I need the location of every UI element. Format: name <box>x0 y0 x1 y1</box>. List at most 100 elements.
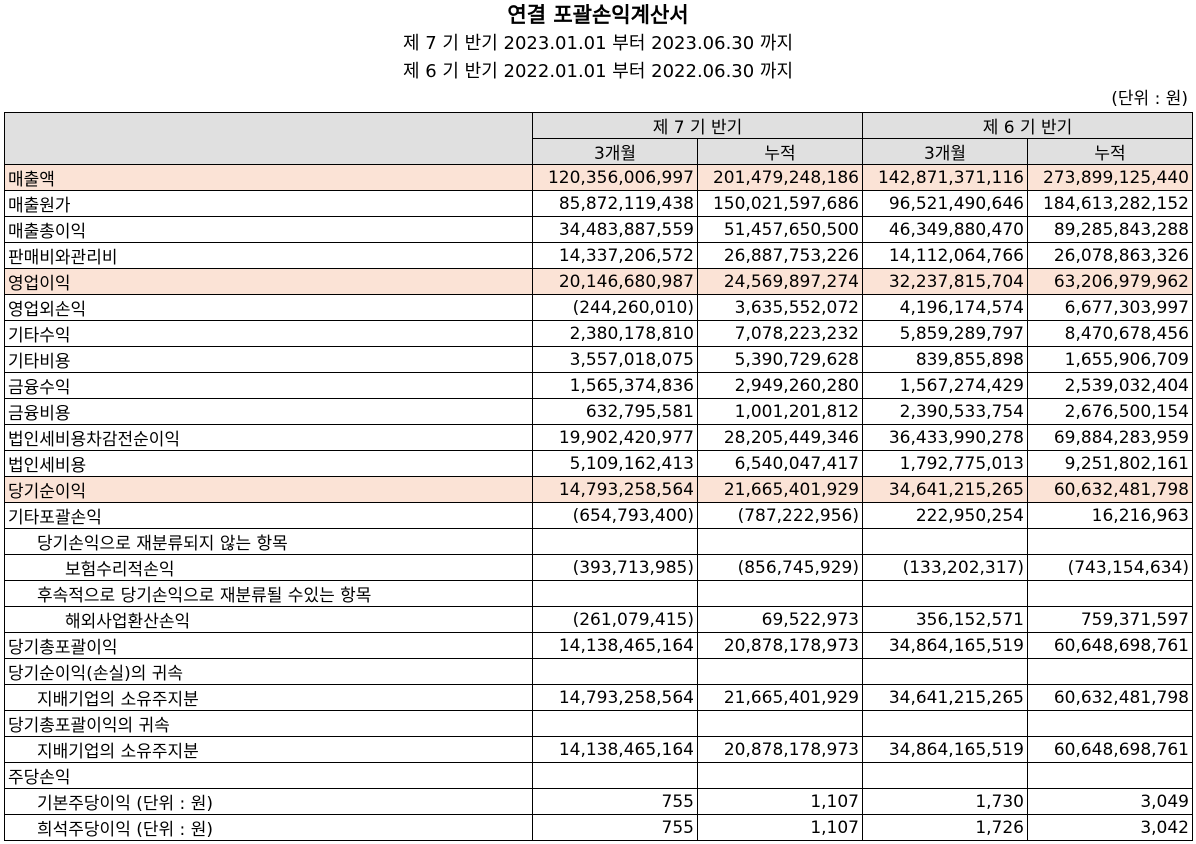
table-row: 판매비와관리비 14,337,206,572 26,887,753,226 14,11… <box>4 242 1193 269</box>
row-value <box>1027 710 1193 737</box>
table-row: 희석주당이익 (단위 : 원) 755 1,107 1,726 3,042 <box>4 814 1193 841</box>
row-value: 34,641,215,265 <box>862 684 1028 711</box>
row-value: 142,871,371,116 <box>862 164 1028 191</box>
row-value: 1,792,775,013 <box>862 450 1028 477</box>
table-row: 후속적으로 당기손익으로 재분류될 수있는 항목 <box>4 580 1193 607</box>
row-label: 매출액 <box>4 164 533 191</box>
row-value: 34,864,165,519 <box>862 736 1028 763</box>
row-value: (244,260,010) <box>532 294 698 321</box>
row-value: (743,154,634) <box>1027 554 1193 581</box>
row-label: 당기손익으로 재분류되지 않는 항목 <box>4 528 533 555</box>
table-row: 금융수익 1,565,374,836 2,949,260,280 1,567,274,… <box>4 372 1193 399</box>
row-value: (261,079,415) <box>532 606 698 633</box>
row-value: 96,521,490,646 <box>862 190 1028 217</box>
row-value: 7,078,223,232 <box>697 320 863 347</box>
row-label: 법인세비용차감전순이익 <box>4 424 533 451</box>
row-value: 755 <box>532 788 698 815</box>
row-label: 희석주당이익 (단위 : 원) <box>4 814 533 841</box>
row-value: 9,251,802,161 <box>1027 450 1193 477</box>
row-value <box>1027 762 1193 789</box>
period-current: 제 7 기 반기 2023.01.01 부터 2023.06.30 까지 <box>402 33 794 54</box>
row-value: 60,648,698,761 <box>1027 632 1193 659</box>
row-value: 5,390,729,628 <box>697 346 863 373</box>
table-row: 당기총포괄이익 14,138,465,164 20,878,178,973 34,86… <box>4 632 1193 659</box>
row-value: 28,205,449,346 <box>697 424 863 451</box>
row-label: 기타비용 <box>4 346 533 373</box>
row-label: 금융비용 <box>4 398 533 425</box>
row-label: 법인세비용 <box>4 450 533 477</box>
row-value: 184,613,282,152 <box>1027 190 1193 217</box>
row-label: 기타포괄손익 <box>4 502 533 529</box>
row-label: 기타수익 <box>4 320 533 347</box>
table-row: 당기손익으로 재분류되지 않는 항목 <box>4 528 1193 555</box>
header-prior-3m: 3개월 <box>862 138 1028 165</box>
row-value <box>1027 580 1193 607</box>
row-label: 후속적으로 당기손익으로 재분류될 수있는 항목 <box>4 580 533 607</box>
row-value: 24,569,897,274 <box>697 268 863 295</box>
row-value <box>862 528 1028 555</box>
table-row: 영업이익 20,146,680,987 24,569,897,274 32,237,8… <box>4 268 1193 295</box>
row-value: 89,285,843,288 <box>1027 216 1193 243</box>
header-row-periods: 제 7 기 반기 제 6 기 반기 <box>4 112 1193 165</box>
table-row: 법인세비용 5,109,162,413 6,540,047,417 1,792,775… <box>4 450 1193 477</box>
row-value <box>697 762 863 789</box>
row-value <box>862 658 1028 685</box>
table-row: 매출원가 85,872,119,438 150,021,597,686 96,521,… <box>4 190 1193 217</box>
row-value <box>697 710 863 737</box>
statement-header: 연결 포괄손익계산서 제 7 기 반기 2023.01.01 부터 2023.0… <box>0 0 1196 86</box>
row-value: 201,479,248,186 <box>697 164 863 191</box>
row-label: 영업외손익 <box>4 294 533 321</box>
row-label: 매출총이익 <box>4 216 533 243</box>
table-row: 당기순이익 14,793,258,564 21,665,401,929 34,641,… <box>4 476 1193 503</box>
table-row: 보험수리적손익 (393,713,985) (856,745,929) (133,20… <box>4 554 1193 581</box>
table-row: 매출액 120,356,006,997 201,479,248,186 142,871… <box>4 164 1193 191</box>
row-value: 5,109,162,413 <box>532 450 698 477</box>
row-label: 당기순이익(손실)의 귀속 <box>4 658 533 685</box>
row-value: 85,872,119,438 <box>532 190 698 217</box>
table-row: 기타포괄손익 (654,793,400) (787,222,956) 222,950,… <box>4 502 1193 529</box>
row-label: 금융수익 <box>4 372 533 399</box>
row-value <box>532 710 698 737</box>
row-value: 3,049 <box>1027 788 1193 815</box>
statement-title: 연결 포괄손익계산서 <box>507 3 689 27</box>
row-value: 34,483,887,559 <box>532 216 698 243</box>
row-value: 6,677,303,997 <box>1027 294 1193 321</box>
row-value: 839,855,898 <box>862 346 1028 373</box>
income-statement-table: 제 7 기 반기 제 6 기 반기 3개월 누적 3개월 누적 매출액 120,3… <box>4 112 1193 841</box>
row-value: 60,648,698,761 <box>1027 736 1193 763</box>
row-value: (787,222,956) <box>697 502 863 529</box>
row-label: 주당손익 <box>4 762 533 789</box>
row-label: 지배기업의 소유주지분 <box>4 684 533 711</box>
row-value <box>862 580 1028 607</box>
row-value: 759,371,597 <box>1027 606 1193 633</box>
row-value: (393,713,985) <box>532 554 698 581</box>
row-value: 4,196,174,574 <box>862 294 1028 321</box>
row-value: 69,522,973 <box>697 606 863 633</box>
row-value: 120,356,006,997 <box>532 164 698 191</box>
row-value <box>532 580 698 607</box>
row-value: 60,632,481,798 <box>1027 684 1193 711</box>
row-value: 60,632,481,798 <box>1027 476 1193 503</box>
unit-label: (단위 : 원) <box>1111 89 1188 109</box>
row-value <box>697 658 863 685</box>
row-value: 46,349,880,470 <box>862 216 1028 243</box>
row-value: 1,655,906,709 <box>1027 346 1193 373</box>
row-label: 당기순이익 <box>4 476 533 503</box>
row-value: 5,859,289,797 <box>862 320 1028 347</box>
row-value: 14,112,064,766 <box>862 242 1028 269</box>
row-value: 1,565,374,836 <box>532 372 698 399</box>
table-row: 법인세비용차감전순이익 19,902,420,977 28,205,449,346 3… <box>4 424 1193 451</box>
header-current-3m: 3개월 <box>532 138 698 165</box>
row-value: 21,665,401,929 <box>697 684 863 711</box>
header-blank <box>4 112 533 165</box>
table-row: 지배기업의 소유주지분 14,138,465,164 20,878,178,973 3… <box>4 736 1193 763</box>
row-value: 63,206,979,962 <box>1027 268 1193 295</box>
row-value: 1,726 <box>862 814 1028 841</box>
row-label: 당기총포괄이익의 귀속 <box>4 710 533 737</box>
row-value: 32,237,815,704 <box>862 268 1028 295</box>
row-value: 20,146,680,987 <box>532 268 698 295</box>
row-value: 14,138,465,164 <box>532 736 698 763</box>
row-value: 26,078,863,326 <box>1027 242 1193 269</box>
row-value: 16,216,963 <box>1027 502 1193 529</box>
row-value: 19,902,420,977 <box>532 424 698 451</box>
